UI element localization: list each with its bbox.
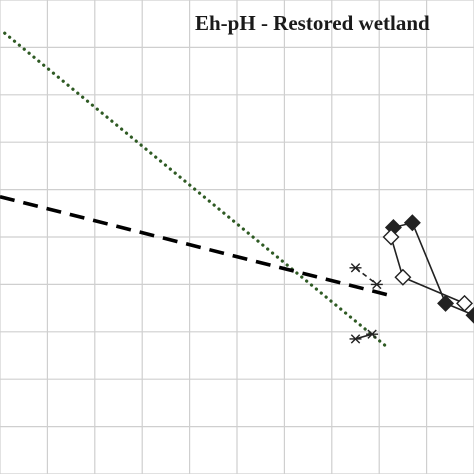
- data-point-asterisk: [370, 279, 383, 290]
- reference-line-dotted: [3, 31, 391, 350]
- data-point-open-diamond: [394, 268, 412, 286]
- series-line: [355, 333, 373, 340]
- reference-line-dashed: [0, 194, 394, 298]
- data-point-filled-diamond: [403, 214, 421, 232]
- data-point-asterisk: [366, 329, 379, 339]
- data-point-open-diamond: [382, 228, 400, 246]
- data-point-asterisk: [349, 263, 362, 273]
- chart-title: Eh-pH - Restored wetland: [195, 11, 430, 35]
- series-group: [349, 214, 474, 344]
- data-point-filled-diamond: [465, 306, 474, 324]
- reference-lines: [0, 31, 394, 350]
- data-point-asterisk: [349, 334, 362, 344]
- series-line: [393, 221, 474, 316]
- data-point-open-diamond: [456, 294, 474, 312]
- data-point-filled-diamond: [437, 294, 455, 312]
